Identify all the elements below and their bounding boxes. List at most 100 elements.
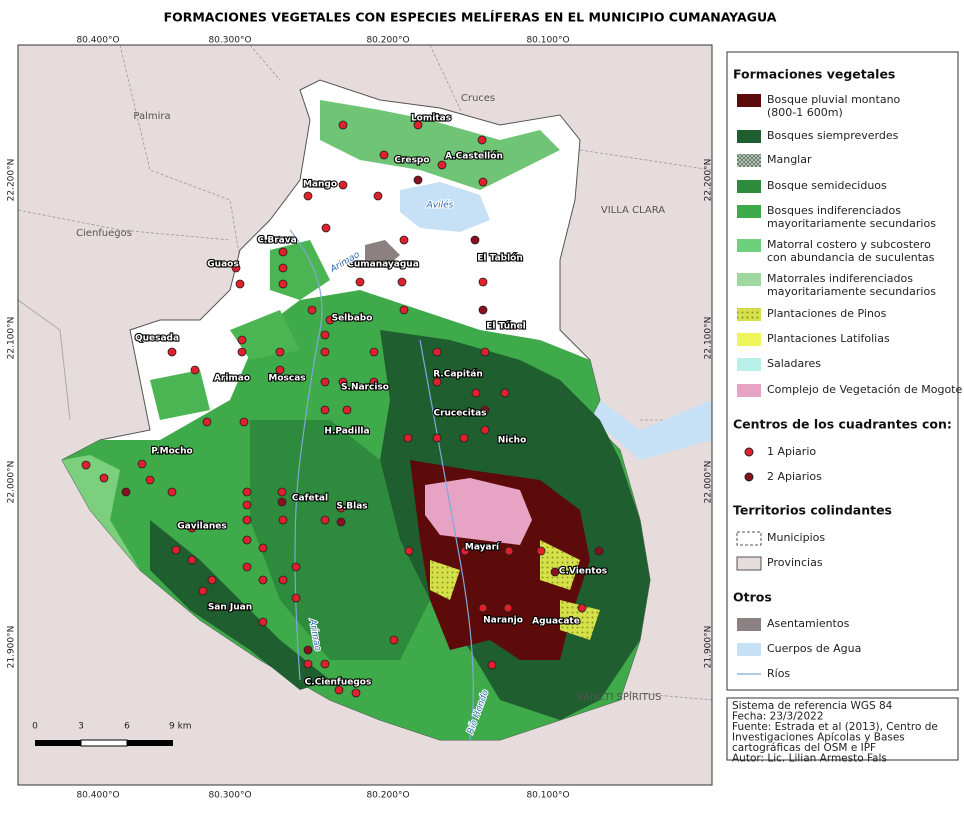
apiary-point bbox=[239, 417, 249, 427]
lon-label: 80.100°O bbox=[526, 791, 569, 801]
info-line: Autor: Lic. Lilian Armesto Fals bbox=[732, 753, 887, 765]
apiary-point bbox=[303, 191, 313, 201]
apiary-point bbox=[399, 305, 409, 315]
locality-label: P.Mocho bbox=[151, 447, 192, 457]
legend-swatch bbox=[737, 130, 761, 143]
scale-label: 3 bbox=[78, 722, 84, 732]
locality-label: R.Capitán bbox=[433, 370, 483, 380]
scale-label: 6 bbox=[124, 722, 130, 732]
locality-label: Nicho bbox=[498, 436, 527, 446]
lat-label: 22.200°N bbox=[704, 159, 714, 202]
lon-label: 80.200°O bbox=[366, 791, 409, 801]
legend-swatch bbox=[737, 205, 761, 218]
apiary-point bbox=[258, 617, 268, 627]
map bbox=[18, 45, 712, 785]
legend-label: Saladares bbox=[767, 357, 821, 370]
region-label: VILLA CLARA bbox=[601, 205, 665, 216]
region-label: Cienfuegos bbox=[76, 228, 132, 239]
lon-label: 80.400°O bbox=[76, 36, 119, 46]
apiary-point bbox=[487, 660, 497, 670]
locality-label: Mango bbox=[303, 180, 337, 190]
legend-swatch bbox=[737, 358, 761, 371]
apiary-point bbox=[478, 305, 488, 315]
apiary-point bbox=[321, 223, 331, 233]
apiary-point bbox=[432, 347, 442, 357]
apiary-point bbox=[278, 515, 288, 525]
legend-swatch bbox=[736, 556, 762, 571]
apiary-point bbox=[137, 459, 147, 469]
info-line: cartográficas del OSM e IPF bbox=[732, 742, 876, 754]
apiary-point bbox=[399, 235, 409, 245]
apiary-point bbox=[167, 347, 177, 357]
apiary-point bbox=[432, 377, 442, 387]
apiary-point bbox=[325, 315, 335, 325]
legend-label: 2 Apiarios bbox=[767, 470, 822, 483]
legend-label: Bosque pluvial montano bbox=[767, 93, 901, 106]
apiary-point bbox=[278, 247, 288, 257]
legend-point bbox=[744, 447, 754, 457]
legend-label: Complejo de Vegetación de Mogote bbox=[767, 383, 962, 396]
locality-label: Cafetal bbox=[292, 494, 328, 504]
legend-label: Provincias bbox=[767, 556, 823, 569]
region-label: Cruces bbox=[461, 93, 495, 104]
apiary-point bbox=[320, 659, 330, 669]
apiary-point bbox=[413, 120, 423, 130]
apiary-point bbox=[342, 405, 352, 415]
apiary-point bbox=[336, 503, 346, 513]
apiary-point bbox=[577, 603, 587, 613]
apiary-points bbox=[81, 120, 604, 698]
apiary-point bbox=[190, 365, 200, 375]
apiary-point bbox=[404, 546, 414, 556]
lon-label: 80.300°O bbox=[208, 36, 251, 46]
apiary-point bbox=[277, 487, 287, 497]
apiary-point bbox=[207, 575, 217, 585]
apiary-point bbox=[369, 377, 379, 387]
apiary-point bbox=[550, 567, 560, 577]
apiary-point bbox=[167, 487, 177, 497]
legend-label: Cuerpos de Agua bbox=[767, 642, 861, 655]
apiary-point bbox=[504, 546, 514, 556]
apiary-point bbox=[237, 347, 247, 357]
apiary-point bbox=[208, 602, 218, 612]
apiary-point bbox=[278, 279, 288, 289]
legend-label: con abundancia de suculentas bbox=[767, 251, 935, 264]
apiary-point bbox=[338, 377, 348, 387]
lon-label: 80.100°O bbox=[526, 36, 569, 46]
locality-label: S.Narciso bbox=[341, 383, 389, 393]
apiary-point bbox=[231, 263, 241, 273]
legend-swatch bbox=[737, 384, 761, 397]
locality-label: Arimao bbox=[214, 374, 250, 384]
info-box bbox=[726, 697, 959, 761]
legend-heading: Formaciones vegetales bbox=[733, 67, 895, 82]
legend-swatch bbox=[737, 643, 761, 656]
apiary-point bbox=[437, 160, 447, 170]
lat-label: 21.900°N bbox=[7, 626, 17, 669]
legend-swatch bbox=[737, 154, 761, 167]
legend-swatch bbox=[737, 239, 761, 252]
locality-label: San Juan bbox=[208, 603, 252, 613]
apiary-point bbox=[277, 497, 287, 507]
apiary-point bbox=[307, 305, 317, 315]
lat-label: 22.000°N bbox=[7, 461, 17, 504]
legend-label: 1 Apiario bbox=[767, 445, 816, 458]
apiary-point bbox=[242, 500, 252, 510]
legend-swatch bbox=[736, 531, 762, 546]
legend-heading: Centros de los cuadrantes con: bbox=[733, 417, 952, 432]
legend-swatch bbox=[737, 273, 761, 286]
apiary-point bbox=[320, 330, 330, 340]
apiary-point bbox=[320, 515, 330, 525]
legend-heading: Otros bbox=[733, 590, 772, 605]
locality-label: A.Castellón bbox=[445, 151, 503, 162]
region-label: SANCTI SPÍRITUS bbox=[576, 690, 661, 703]
info-line: Fecha: 23/3/2022 bbox=[732, 711, 824, 723]
apiary-point bbox=[258, 543, 268, 553]
locality-label: C.Cienfuegos bbox=[305, 678, 372, 688]
lon-label: 80.300°O bbox=[208, 791, 251, 801]
apiary-point bbox=[334, 685, 344, 695]
legend-label: Bosques siempreverdes bbox=[767, 129, 899, 142]
lon-label: 80.400°O bbox=[76, 791, 119, 801]
locality-label: Crespo bbox=[394, 156, 429, 166]
apiary-point bbox=[355, 277, 365, 287]
apiary-point bbox=[198, 586, 208, 596]
